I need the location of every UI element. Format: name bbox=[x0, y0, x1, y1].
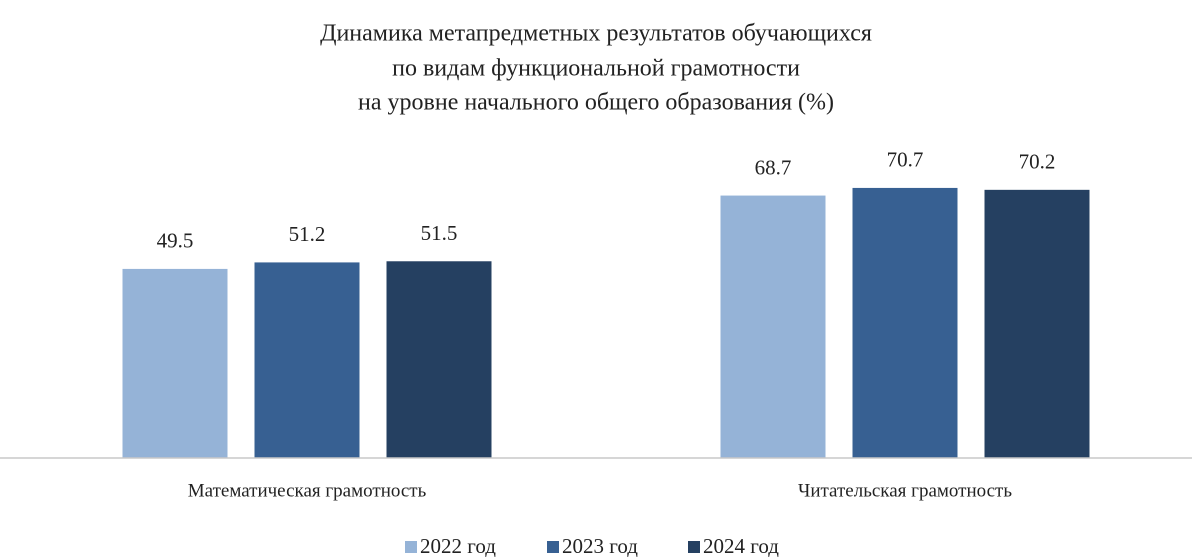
bar bbox=[720, 195, 826, 459]
data-label: 51.5 bbox=[421, 221, 458, 245]
data-label: 51.2 bbox=[289, 222, 326, 246]
chart-title: на уровне начального общего образования … bbox=[358, 90, 834, 116]
bar bbox=[386, 261, 492, 458]
bar bbox=[852, 187, 958, 458]
data-label: 70.7 bbox=[887, 148, 924, 172]
x-tick-label: Читательская грамотность bbox=[798, 480, 1012, 501]
legend-swatch bbox=[405, 541, 417, 553]
legend-label: 2024 год bbox=[703, 534, 779, 557]
chart-title: Динамика метапредметных результатов обуч… bbox=[320, 21, 872, 47]
data-label: 49.5 bbox=[157, 229, 194, 253]
chart-title: по видам функциональной грамотности bbox=[392, 56, 800, 82]
legend-label: 2022 год bbox=[420, 534, 496, 557]
bar bbox=[254, 262, 360, 458]
bar bbox=[122, 268, 228, 458]
legend-label: 2023 год bbox=[562, 534, 638, 557]
bar bbox=[984, 189, 1090, 458]
legend-swatch bbox=[547, 541, 559, 553]
data-label: 70.2 bbox=[1019, 150, 1056, 174]
legend-swatch bbox=[688, 541, 700, 553]
x-tick-label: Математическая грамотность bbox=[188, 480, 427, 501]
data-label: 68.7 bbox=[755, 155, 792, 179]
